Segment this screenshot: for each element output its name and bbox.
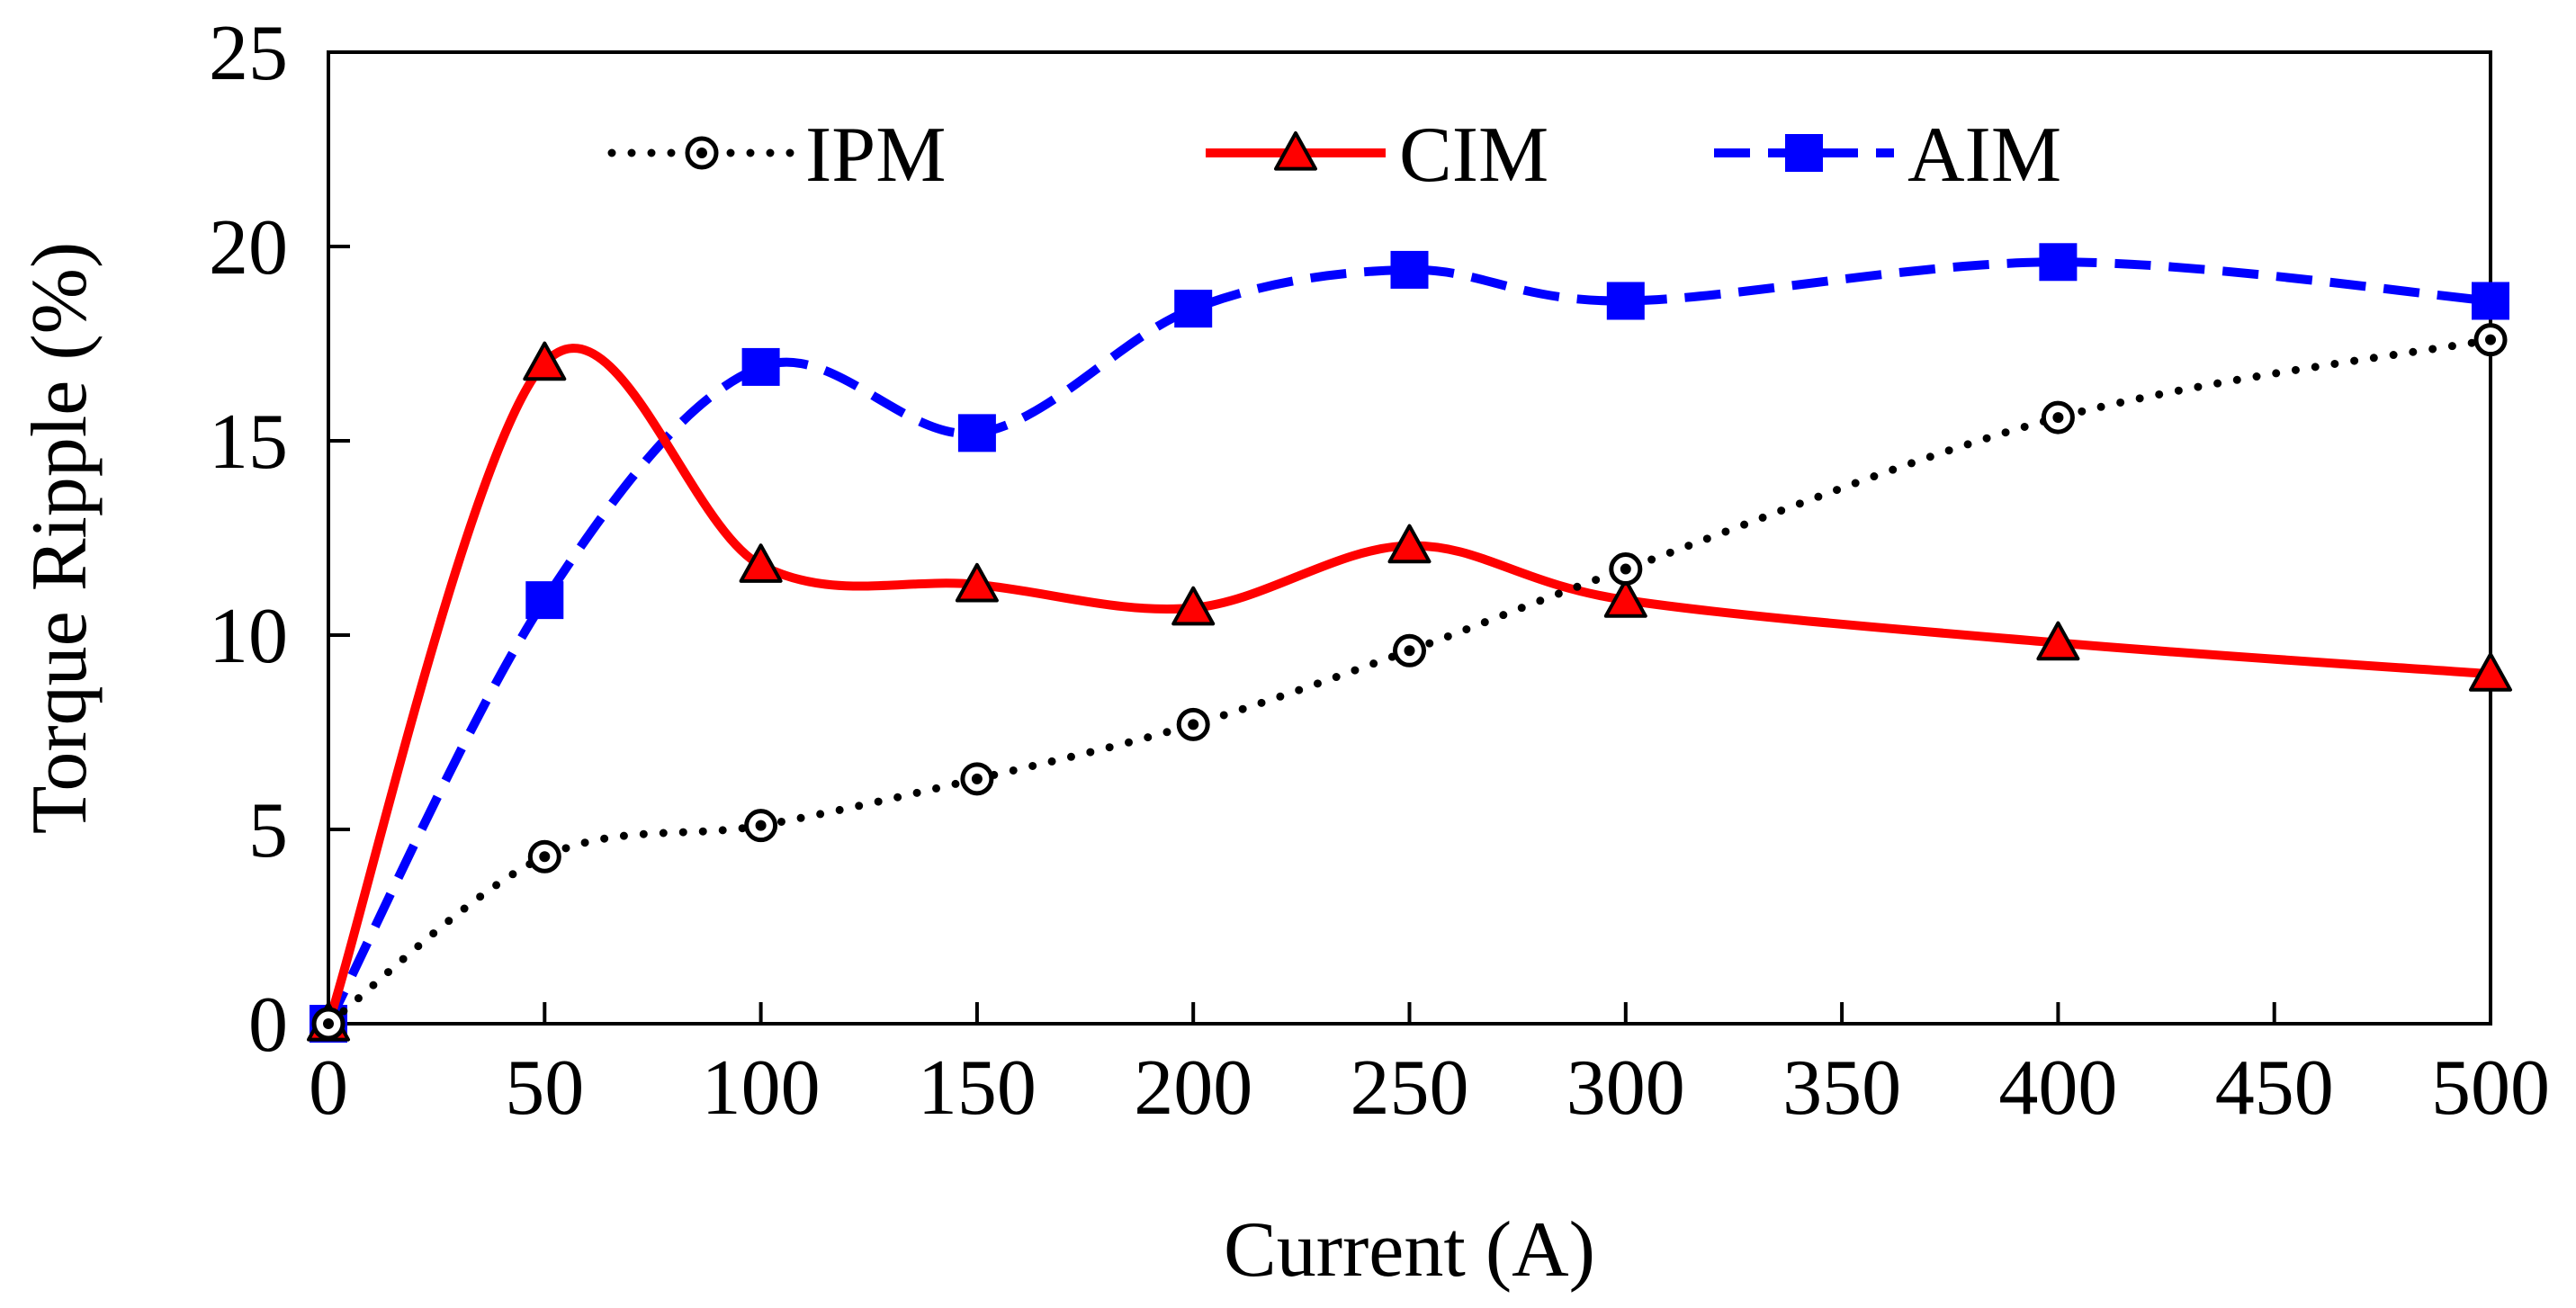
data-point-aim [2472,282,2509,320]
data-point-ipm [311,1007,346,1041]
data-point-cim [2469,652,2512,692]
x-tick-label: 250 [1351,1044,1469,1132]
x-tick-label: 0 [309,1044,348,1132]
data-point-ipm [1609,552,1643,587]
y-axis-label: Torque Ripple (%) [16,242,103,835]
data-point-ipm [1176,707,1210,741]
data-point-cim [1171,586,1216,626]
y-tick-label: 5 [248,787,288,874]
legend-item-ipm: IPM [607,112,947,199]
y-tick-label: 25 [209,10,288,97]
x-tick-label: 50 [505,1044,584,1132]
x-tick-label: 100 [702,1044,821,1132]
data-point-aim [1174,290,1213,328]
data-point-ipm [1393,633,1426,667]
data-point-cim [955,562,999,603]
legend-marker-cim [1274,131,1317,171]
x-axis-label: Current (A) [1224,1206,1595,1294]
legend-label-cim: CIM [1399,112,1548,199]
data-point-cim [2036,621,2080,661]
data-point-aim [1390,250,1429,289]
data-point-cim [1603,578,1647,618]
legend-marker-aim [1785,134,1823,172]
data-point-cim [1387,524,1432,564]
legend-marker-ipm [685,136,719,170]
data-point-cim [523,341,567,381]
data-point-ipm [960,762,994,796]
series-layer [307,243,2512,1043]
data-point-aim [957,414,996,452]
legend: IPM CIM AIM [607,112,2061,199]
x-tick-label: 150 [918,1044,1037,1132]
legend-label-aim: AIM [1907,112,2061,199]
data-point-ipm [527,839,561,873]
y-tick-label: 10 [209,593,288,680]
x-tick-label: 200 [1134,1044,1252,1132]
data-point-ipm [744,809,778,843]
y-tick-label: 20 [209,204,288,291]
x-tick-label: 500 [2431,1044,2550,1132]
x-tick-label: 400 [1998,1044,2117,1132]
legend-item-aim: AIM [1714,112,2061,199]
data-point-ipm [2473,323,2508,357]
data-point-aim [2039,243,2078,282]
data-point-aim [1606,282,1645,320]
x-tick-label: 300 [1566,1044,1685,1132]
data-point-aim [741,347,780,386]
x-tick-label: 450 [2215,1044,2334,1132]
series-ipm [311,323,2508,1041]
y-tick-label: 15 [209,399,288,486]
data-point-cim [739,543,783,583]
legend-item-cim: CIM [1206,112,1548,199]
x-tick-label: 350 [1782,1044,1901,1132]
legend-label-ipm: IPM [805,112,947,199]
axis-ticks: 0 50 100 150 200 250 300 350 400 450 500 0 5 10 15 20 25 [209,10,2550,1132]
y-tick-label: 0 [248,981,288,1069]
data-point-aim [525,581,564,620]
data-point-ipm [2041,400,2075,435]
